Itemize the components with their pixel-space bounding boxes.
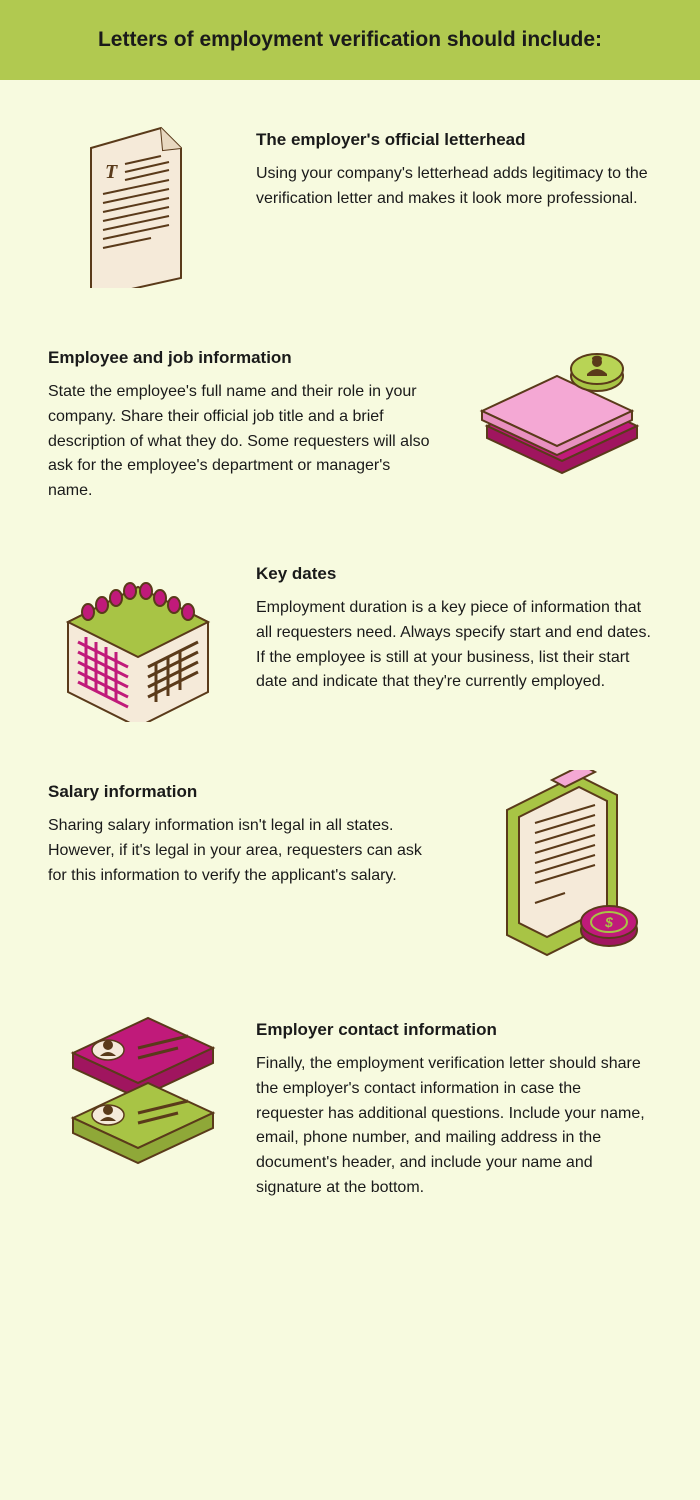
section-body: Using your company's letterhead adds leg… — [256, 162, 652, 212]
section-contact: Employer contact information Finally, th… — [48, 1000, 652, 1201]
calendar-icon — [48, 544, 228, 722]
letterhead-icon: T — [48, 110, 228, 288]
section-heading: Key dates — [256, 564, 652, 584]
section-letterhead: T The employer's official letterhead Usi… — [48, 110, 652, 288]
section-heading: Employer contact information — [256, 1020, 652, 1040]
clipboard-icon: $ — [472, 762, 652, 960]
section-key-dates: Key dates Employment duration is a key p… — [48, 544, 652, 722]
section-body: State the employee's full name and their… — [48, 380, 434, 504]
svg-text:T: T — [105, 161, 118, 183]
section-heading: Salary information — [48, 782, 444, 802]
page-header: Letters of employment verification shoul… — [0, 0, 700, 80]
section-heading: The employer's official letterhead — [256, 130, 652, 150]
content: T The employer's official letterhead Usi… — [0, 80, 700, 1261]
svg-text:$: $ — [604, 914, 613, 930]
section-text: Employee and job information State the e… — [48, 328, 434, 504]
contact-cards-icon — [48, 1000, 228, 1178]
section-text: Employer contact information Finally, th… — [256, 1000, 652, 1201]
section-employee-info: Employee and job information State the e… — [48, 328, 652, 504]
section-text: The employer's official letterhead Using… — [256, 110, 652, 212]
section-text: Salary information Sharing salary inform… — [48, 762, 444, 888]
section-body: Sharing salary information isn't legal i… — [48, 814, 444, 888]
section-heading: Employee and job information — [48, 348, 434, 368]
section-body: Finally, the employment verification let… — [256, 1052, 652, 1201]
section-text: Key dates Employment duration is a key p… — [256, 544, 652, 695]
folder-icon — [462, 328, 652, 496]
section-body: Employment duration is a key piece of in… — [256, 596, 652, 695]
page-title: Letters of employment verification shoul… — [40, 28, 660, 52]
section-salary: $ Salary information Sharing salary info… — [48, 762, 652, 960]
